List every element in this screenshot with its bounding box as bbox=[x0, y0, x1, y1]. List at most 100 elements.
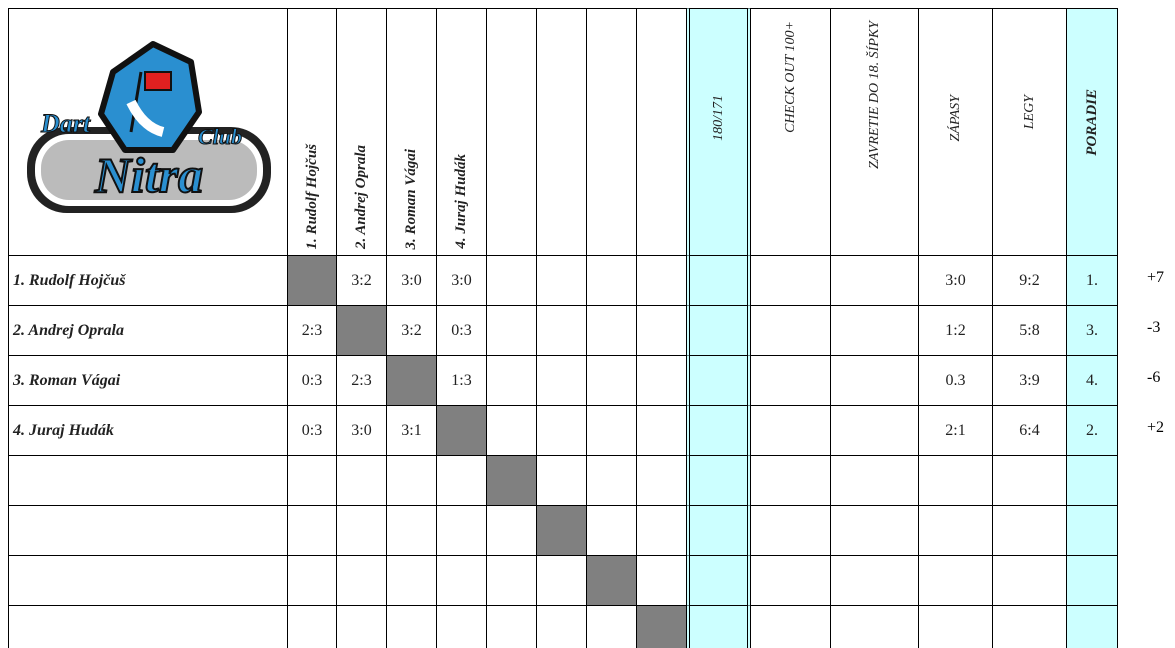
result-cell bbox=[586, 305, 637, 356]
result-cell: 5:8 bbox=[992, 305, 1067, 356]
result-cell: 4. bbox=[1066, 355, 1118, 406]
result-cell bbox=[1066, 605, 1118, 648]
result-cell bbox=[686, 305, 751, 356]
logo-nitra: Nitra bbox=[94, 147, 203, 203]
result-cell bbox=[636, 405, 687, 456]
result-cell bbox=[750, 455, 831, 506]
result-cell bbox=[287, 505, 337, 556]
column-header-text: 4. Juraj Hudák bbox=[453, 154, 469, 249]
score-difference: +7 bbox=[1147, 269, 1165, 286]
column-header-text: ZAVRETIE DO 18. ŠÍPKY bbox=[866, 21, 882, 169]
column-header: 4. Juraj Hudák bbox=[436, 8, 487, 256]
player-name: 2. Andrej Oprala bbox=[8, 305, 288, 356]
result-cell bbox=[830, 305, 919, 356]
result-cell bbox=[1066, 505, 1118, 556]
result-cell bbox=[918, 555, 993, 606]
result-cell bbox=[750, 505, 831, 556]
column-header-text: LEGY bbox=[1021, 95, 1037, 130]
result-cell: 1:2 bbox=[918, 305, 993, 356]
result-cell bbox=[287, 255, 337, 306]
result-cell: 2:3 bbox=[336, 355, 387, 406]
result-cell bbox=[336, 455, 387, 506]
player-name bbox=[8, 505, 288, 556]
result-cell: 3:1 bbox=[386, 405, 437, 456]
column-header-text: 3. Roman Vágai bbox=[403, 148, 419, 249]
result-cell bbox=[830, 505, 919, 556]
result-cell bbox=[686, 405, 751, 456]
result-cell bbox=[750, 555, 831, 606]
result-cell: 2. bbox=[1066, 405, 1118, 456]
result-cell bbox=[750, 255, 831, 306]
result-cell bbox=[536, 355, 587, 406]
result-cell bbox=[636, 255, 687, 306]
column-header: 2. Andrej Oprala bbox=[336, 8, 387, 256]
player-name bbox=[8, 605, 288, 648]
result-cell bbox=[386, 605, 437, 648]
result-cell bbox=[686, 355, 751, 406]
result-cell bbox=[686, 255, 751, 306]
result-cell bbox=[586, 605, 637, 648]
result-cell bbox=[830, 605, 919, 648]
column-header: ZAVRETIE DO 18. ŠÍPKY bbox=[830, 8, 919, 256]
column-header: LEGY bbox=[992, 8, 1067, 256]
result-cell bbox=[287, 555, 337, 606]
result-cell bbox=[586, 555, 637, 606]
result-cell bbox=[536, 455, 587, 506]
column-header bbox=[636, 8, 687, 256]
result-cell bbox=[586, 455, 637, 506]
column-header-text: 2. Andrej Oprala bbox=[353, 144, 369, 249]
result-cell bbox=[636, 305, 687, 356]
result-cell bbox=[386, 505, 437, 556]
result-cell bbox=[918, 605, 993, 648]
score-difference: -6 bbox=[1147, 369, 1161, 386]
player-name bbox=[8, 455, 288, 506]
result-cell bbox=[686, 605, 751, 648]
column-header-text: ZÁPASY bbox=[947, 95, 963, 142]
result-cell bbox=[1066, 455, 1118, 506]
result-cell bbox=[536, 555, 587, 606]
player-name: 4. Juraj Hudák bbox=[8, 405, 288, 456]
column-header: 3. Roman Vágai bbox=[386, 8, 437, 256]
result-cell bbox=[287, 605, 337, 648]
column-header: 180/171 bbox=[686, 8, 751, 256]
result-cell bbox=[750, 605, 831, 648]
result-cell bbox=[686, 505, 751, 556]
result-cell: 1:3 bbox=[436, 355, 487, 406]
result-cell bbox=[830, 405, 919, 456]
result-cell bbox=[336, 505, 387, 556]
player-name bbox=[8, 555, 288, 606]
result-cell bbox=[536, 305, 587, 356]
result-cell bbox=[586, 405, 637, 456]
result-cell bbox=[436, 405, 487, 456]
result-cell: 3:0 bbox=[918, 255, 993, 306]
result-cell bbox=[436, 605, 487, 648]
player-name: 3. Roman Vágai bbox=[8, 355, 288, 406]
result-cell bbox=[486, 555, 537, 606]
result-cell: 0:3 bbox=[287, 355, 337, 406]
result-cell: 0:3 bbox=[436, 305, 487, 356]
result-cell bbox=[830, 355, 919, 406]
column-header bbox=[586, 8, 637, 256]
result-cell bbox=[750, 355, 831, 406]
score-difference: +2 bbox=[1147, 419, 1165, 436]
result-cell bbox=[830, 555, 919, 606]
result-cell bbox=[486, 355, 537, 406]
logo: Dart Club Nitra bbox=[27, 41, 271, 213]
result-cell bbox=[336, 305, 387, 356]
column-header: 1. Rudolf Hojčuš bbox=[287, 8, 337, 256]
result-cell bbox=[287, 455, 337, 506]
result-cell bbox=[436, 505, 487, 556]
player-name: 1. Rudolf Hojčuš bbox=[8, 255, 288, 306]
result-cell bbox=[536, 405, 587, 456]
result-cell bbox=[992, 605, 1067, 648]
column-header: ZÁPASY bbox=[918, 8, 993, 256]
result-cell bbox=[486, 405, 537, 456]
result-cell: 0:3 bbox=[287, 405, 337, 456]
result-cell bbox=[586, 355, 637, 406]
result-cell: 3. bbox=[1066, 305, 1118, 356]
result-cell bbox=[536, 505, 587, 556]
column-header: CHECK OUT 100+ bbox=[750, 8, 831, 256]
result-cell: 6:4 bbox=[992, 405, 1067, 456]
result-cell bbox=[436, 455, 487, 506]
